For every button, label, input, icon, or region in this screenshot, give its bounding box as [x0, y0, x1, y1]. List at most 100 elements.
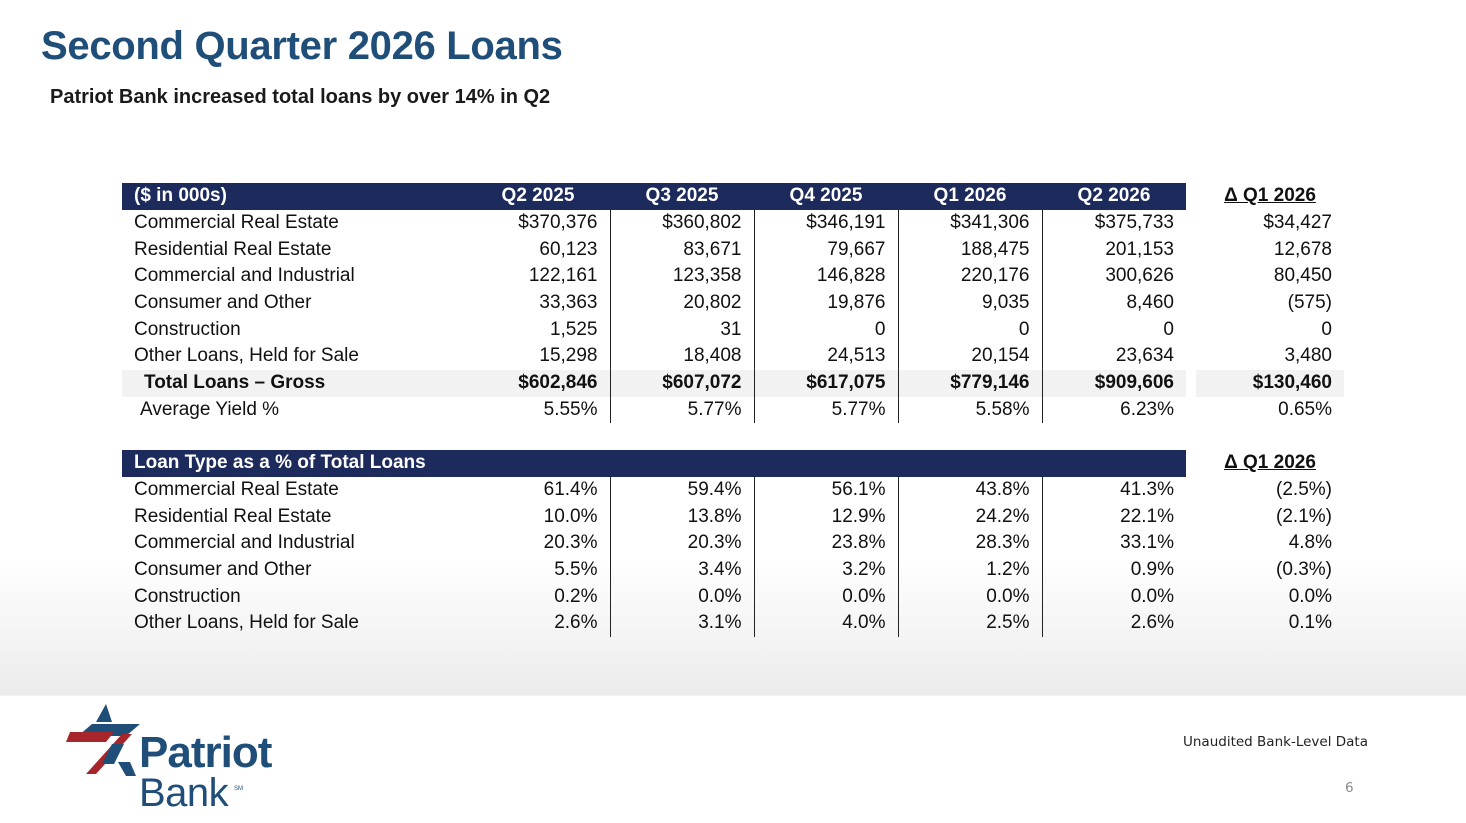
delta-cell: 0 [1321, 318, 1332, 340]
delta-cell: $34,427 [1263, 212, 1332, 234]
value-cell: 79,667 [754, 236, 899, 264]
value-cell: 0 [898, 316, 1043, 344]
value-cell: 5.55% [466, 396, 611, 424]
star-stripes-icon [66, 704, 140, 776]
footnote: Unaudited Bank-Level Data [1183, 734, 1368, 750]
value-cell: 19,876 [754, 289, 899, 317]
table-row: Commercial and Industrial 122,161 123,358 1… [122, 263, 1344, 290]
delta-cell: 4.8% [1288, 532, 1332, 554]
value-cell: 3.4% [610, 556, 755, 584]
value-cell: 2.5% [898, 610, 1043, 637]
value-cell: $607,072 [610, 369, 755, 397]
column-gap [1186, 610, 1196, 637]
value-cell: 15,298 [466, 343, 611, 370]
value-cell: 5.77% [610, 396, 755, 424]
value-cell: 9,035 [898, 289, 1043, 317]
value-cell: 1,525 [466, 316, 611, 344]
delta-cell: (0.3%) [1276, 558, 1332, 580]
column-gap [1186, 370, 1196, 397]
value-cell: $602,846 [466, 369, 611, 397]
column-header-quarter: Q1 2026 [898, 183, 1042, 210]
column-gap [1186, 503, 1196, 530]
value-cell: $375,733 [1094, 212, 1174, 234]
value-cell: 24,513 [754, 343, 899, 370]
table-row: Other Loans, Held for Sale 2.6% 3.1% 4.0% 2.… [122, 610, 1344, 637]
value-cell: 31 [610, 316, 755, 344]
column-header-quarter: Q3 2025 [610, 183, 754, 210]
value-cell: $909,606 [1042, 369, 1186, 397]
row-label: Commercial Real Estate [134, 478, 339, 500]
column-gap [1186, 316, 1196, 343]
row-label: Construction [134, 318, 241, 340]
row-label: Construction [134, 585, 241, 607]
delta-cell: (2.5%) [1276, 478, 1332, 500]
delta-cell: 0.1% [1288, 612, 1332, 634]
column-header-quarter: Q2 2026 [1042, 183, 1186, 210]
column-header-quarter: Q4 2025 [754, 183, 898, 210]
delta-cell: 0.0% [1288, 585, 1332, 607]
column-gap [1186, 236, 1196, 263]
value-cell: 12.9% [754, 503, 899, 530]
value-cell: 220,176 [898, 263, 1043, 290]
patriot-bank-logo: Patriot Bank SM [66, 702, 306, 815]
table-spacer-row [122, 423, 1344, 450]
column-header-label: Loan Type as a % of Total Loans [122, 449, 1186, 477]
value-cell: 41.3% [1120, 478, 1174, 500]
page-subtitle: Patriot Bank increased total loans by ov… [50, 86, 551, 108]
value-cell: 123,358 [610, 263, 755, 290]
value-cell: 3.2% [754, 556, 899, 584]
column-gap [1186, 450, 1196, 477]
value-cell: 0.0% [610, 583, 755, 610]
logo-service-mark: SM [234, 786, 243, 792]
average-yield-row: Average Yield % 5.55% 5.77% 5.77% 5.58% 6.23%… [122, 396, 1344, 424]
column-header-quarter: Q2 2025 [466, 183, 610, 210]
table-header-row: ($ in 000s) Q2 2025 Q3 2025 Q4 2025 Q1 2026 Q… [122, 183, 1344, 210]
value-cell: 0 [754, 316, 899, 344]
delta-cell: 80,450 [1273, 265, 1332, 287]
value-cell: 5.77% [754, 396, 899, 424]
value-cell: $341,306 [898, 209, 1043, 237]
row-label: Commercial and Industrial [134, 265, 355, 287]
delta-cell: (2.1%) [1276, 505, 1332, 527]
column-gap [1186, 210, 1196, 237]
delta-cell: 12,678 [1273, 238, 1332, 260]
value-cell: 0.0% [898, 583, 1043, 610]
column-gap [1186, 183, 1196, 210]
column-gap [1186, 583, 1196, 610]
delta-cell: $130,460 [1196, 369, 1344, 397]
value-cell: $779,146 [898, 369, 1043, 397]
row-label: Total Loans – Gross [122, 369, 466, 397]
value-cell: 0.0% [754, 583, 899, 610]
value-cell: 23,634 [1115, 345, 1174, 367]
column-gap [1186, 263, 1196, 290]
value-cell: 59.4% [610, 476, 755, 504]
value-cell: $346,191 [754, 209, 899, 237]
value-cell: $370,376 [466, 209, 611, 237]
value-cell: 2.6% [1130, 612, 1174, 634]
value-cell: 0 [1163, 318, 1174, 340]
table-row: Residential Real Estate 10.0% 13.8% 12.9% 24… [122, 503, 1344, 530]
row-label: Consumer and Other [134, 558, 312, 580]
value-cell: 28.3% [898, 529, 1043, 557]
value-cell: 6.23% [1120, 398, 1174, 420]
delta-cell: 0.65% [1278, 398, 1332, 420]
logo-text-patriot: Patriot [139, 728, 272, 777]
value-cell: 146,828 [754, 263, 899, 290]
table-row: Construction 0.2% 0.0% 0.0% 0.0% 0.0% 0.0% [122, 583, 1344, 610]
table-row: Residential Real Estate 60,123 83,671 79,66… [122, 236, 1344, 264]
value-cell: 0.9% [1130, 558, 1174, 580]
table-row: Commercial Real Estate $370,376 $360,802 $3… [122, 209, 1344, 237]
value-cell: 83,671 [610, 236, 755, 264]
loans-table: ($ in 000s) Q2 2025 Q3 2025 Q4 2025 Q1 2026 Q… [122, 183, 1344, 637]
column-gap [1186, 530, 1196, 557]
value-cell: 33,363 [466, 289, 611, 317]
column-gap [1186, 290, 1196, 317]
value-cell: 13.8% [610, 503, 755, 530]
column-gap [1186, 477, 1196, 504]
value-cell: 20.3% [466, 529, 611, 557]
row-label: Other Loans, Held for Sale [134, 612, 359, 634]
page-title: Second Quarter 2026 Loans [41, 24, 563, 68]
row-label: Residential Real Estate [134, 238, 332, 260]
value-cell: $360,802 [610, 209, 755, 237]
table-header-row: Loan Type as a % of Total Loans Δ Q1 2026 [122, 449, 1344, 477]
